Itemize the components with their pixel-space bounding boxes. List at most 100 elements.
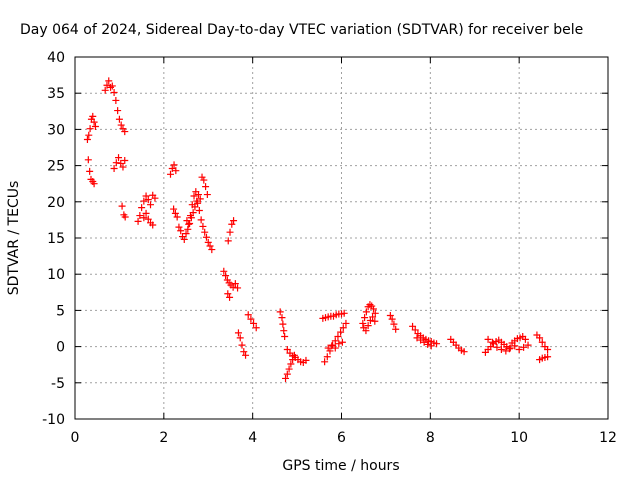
data-point xyxy=(236,334,244,342)
y-tick-label: 25 xyxy=(47,159,65,175)
data-point xyxy=(250,319,258,327)
x-tick-label: 0 xyxy=(71,430,80,446)
data-point xyxy=(340,309,348,317)
data-point xyxy=(136,212,144,220)
data-point xyxy=(184,225,192,233)
data-point xyxy=(362,327,370,335)
data-point xyxy=(234,284,242,292)
data-point xyxy=(204,238,212,246)
data-point xyxy=(424,340,432,348)
data-point xyxy=(142,209,150,217)
data-point xyxy=(110,88,118,96)
data-point xyxy=(247,315,255,323)
data-point xyxy=(224,290,232,298)
data-point xyxy=(170,161,178,169)
data-point xyxy=(366,317,374,325)
data-point xyxy=(359,319,367,327)
data-point xyxy=(170,205,178,213)
data-point xyxy=(220,267,228,275)
data-point xyxy=(192,188,200,196)
data-point xyxy=(369,305,377,313)
data-point xyxy=(147,201,155,209)
data-point xyxy=(505,345,513,353)
data-point xyxy=(226,293,234,301)
data-point xyxy=(208,246,216,254)
data-point xyxy=(138,204,146,212)
data-point xyxy=(229,283,237,291)
data-point xyxy=(197,216,205,224)
x-axis-label: GPS time / hours xyxy=(282,458,399,474)
data-point xyxy=(362,308,370,316)
data-point xyxy=(105,77,113,85)
data-point xyxy=(234,329,242,337)
data-point xyxy=(302,356,310,364)
x-tick-label: 8 xyxy=(426,430,435,446)
data-point xyxy=(186,212,194,220)
data-point xyxy=(544,345,552,353)
data-point xyxy=(117,159,125,167)
data-point xyxy=(228,220,236,228)
data-point xyxy=(484,335,492,343)
data-point xyxy=(538,338,546,346)
data-point xyxy=(252,324,260,332)
data-point xyxy=(103,81,111,89)
y-tick-label: 5 xyxy=(56,303,65,319)
data-point xyxy=(231,280,239,288)
data-point xyxy=(85,131,93,139)
data-point xyxy=(144,215,152,223)
data-point xyxy=(238,341,246,349)
data-point xyxy=(140,197,148,205)
data-point xyxy=(84,156,92,164)
data-point xyxy=(200,176,208,184)
data-point xyxy=(279,320,287,328)
data-point xyxy=(388,315,396,323)
y-tick-label: -5 xyxy=(51,376,65,392)
data-point xyxy=(121,128,129,136)
data-point xyxy=(337,328,345,336)
data-point xyxy=(86,167,94,175)
data-point xyxy=(334,332,342,340)
data-point xyxy=(226,228,234,236)
data-point xyxy=(194,199,202,207)
data-point xyxy=(493,343,501,351)
data-point xyxy=(149,221,157,229)
data-point xyxy=(417,336,425,344)
data-point xyxy=(83,136,91,144)
data-point xyxy=(283,345,291,353)
y-tick-label: 40 xyxy=(47,50,65,66)
data-point xyxy=(112,96,120,104)
data-point xyxy=(511,342,519,350)
data-point xyxy=(413,334,421,342)
x-tick-label: 10 xyxy=(510,430,528,446)
data-point xyxy=(361,314,369,322)
data-point xyxy=(222,272,230,280)
data-point xyxy=(199,222,207,230)
data-point xyxy=(521,335,529,343)
data-point xyxy=(173,213,181,221)
data-point xyxy=(115,115,123,123)
data-point xyxy=(177,227,185,235)
data-point xyxy=(171,209,179,217)
data-point xyxy=(524,341,532,349)
data-point xyxy=(506,344,514,352)
data-point xyxy=(112,159,120,167)
data-point xyxy=(168,164,176,172)
data-point xyxy=(242,351,250,359)
data-point xyxy=(89,112,97,120)
x-tick-label: 4 xyxy=(248,430,257,446)
data-point xyxy=(230,217,238,225)
data-point xyxy=(90,118,98,126)
data-point xyxy=(240,348,248,356)
data-point xyxy=(371,317,379,325)
data-point xyxy=(331,344,339,352)
data-points xyxy=(83,77,552,382)
y-tick-label: 30 xyxy=(47,122,65,138)
data-point xyxy=(172,167,180,175)
y-tick-label: 35 xyxy=(47,86,65,102)
data-point xyxy=(201,228,209,236)
data-point xyxy=(203,191,211,199)
data-point xyxy=(283,370,291,378)
data-point xyxy=(166,170,174,178)
data-point xyxy=(338,338,346,346)
